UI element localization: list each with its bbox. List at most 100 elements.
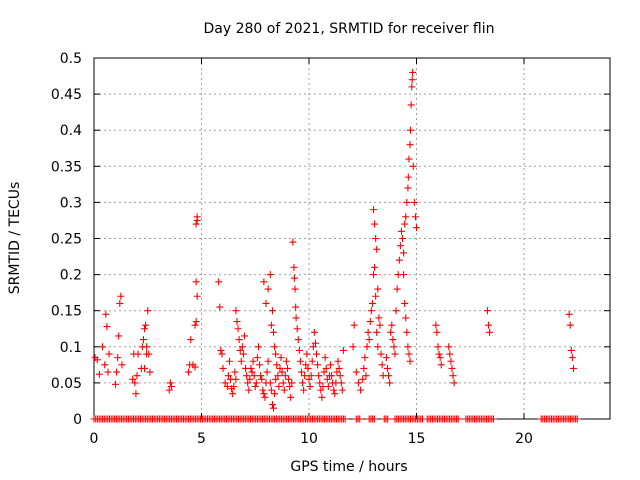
data-point xyxy=(268,307,276,315)
data-point xyxy=(259,386,267,394)
data-point xyxy=(485,321,493,329)
data-point xyxy=(382,354,390,362)
data-point xyxy=(366,318,374,326)
data-point xyxy=(117,292,125,300)
data-point xyxy=(93,356,101,364)
data-point xyxy=(454,415,462,423)
data-point xyxy=(264,357,272,365)
data-point xyxy=(299,379,307,387)
data-point xyxy=(569,364,577,372)
data-point xyxy=(270,404,278,412)
data-point xyxy=(377,350,385,358)
data-point xyxy=(217,346,225,354)
data-point xyxy=(132,390,140,398)
data-point xyxy=(373,245,381,253)
data-point xyxy=(373,328,381,336)
data-point xyxy=(308,357,316,365)
data-point xyxy=(309,343,317,351)
data-point xyxy=(104,368,112,376)
data-point xyxy=(112,380,119,388)
data-point xyxy=(247,364,255,372)
data-point xyxy=(341,415,349,423)
data-point xyxy=(391,350,399,358)
data-point xyxy=(432,321,440,329)
data-point xyxy=(95,370,103,378)
data-point xyxy=(406,357,414,365)
x-tick-label: 10 xyxy=(300,431,318,447)
data-point xyxy=(118,361,126,369)
data-point xyxy=(565,310,573,318)
x-axis: 0 5 10 15 20 xyxy=(90,58,533,447)
data-point xyxy=(392,307,400,315)
x-tick-label: 0 xyxy=(90,431,99,447)
data-point xyxy=(284,364,291,372)
data-point xyxy=(402,314,410,322)
data-point xyxy=(245,386,253,394)
data-point xyxy=(272,375,280,383)
data-point xyxy=(187,336,195,344)
data-point xyxy=(445,343,453,351)
data-point xyxy=(408,83,416,91)
data-point xyxy=(370,415,378,423)
data-point xyxy=(385,372,393,380)
data-point xyxy=(395,256,403,264)
data-point xyxy=(321,354,329,362)
data-point xyxy=(361,354,369,362)
data-point xyxy=(403,198,411,206)
x-tick-label: 5 xyxy=(197,431,206,447)
data-point xyxy=(191,363,199,371)
data-point xyxy=(305,375,313,383)
data-point xyxy=(339,346,347,354)
data-point xyxy=(248,368,256,376)
data-point xyxy=(267,386,275,394)
data-point xyxy=(362,372,370,380)
data-point xyxy=(317,386,325,394)
data-point xyxy=(310,328,318,336)
data-point xyxy=(406,141,414,149)
data-point xyxy=(223,383,231,391)
data-point xyxy=(116,299,124,307)
data-point xyxy=(400,271,408,279)
data-point xyxy=(293,325,301,333)
y-axis: 0 0.05 0.1 0.15 0.2 0.25 0.3 0.35 0.4 0.45 0.5 xyxy=(51,51,610,428)
data-point xyxy=(281,372,289,380)
data-point xyxy=(313,350,321,358)
data-point xyxy=(237,357,245,365)
data-point xyxy=(374,343,382,351)
data-point xyxy=(370,206,377,214)
data-point xyxy=(404,343,412,351)
data-point xyxy=(232,307,240,315)
data-point xyxy=(331,390,339,398)
data-point xyxy=(230,383,238,391)
data-point xyxy=(254,343,262,351)
data-point xyxy=(360,364,368,372)
data-points xyxy=(90,68,581,423)
data-point xyxy=(224,372,232,380)
data-point xyxy=(367,307,375,315)
data-point xyxy=(365,336,373,344)
data-point xyxy=(246,375,254,383)
data-point xyxy=(114,354,122,362)
data-point xyxy=(410,198,418,206)
data-point xyxy=(274,372,282,380)
data-point xyxy=(294,336,302,344)
data-point xyxy=(282,357,290,365)
data-point xyxy=(483,307,491,315)
data-point xyxy=(334,357,342,365)
data-point xyxy=(166,379,174,387)
data-point xyxy=(354,379,362,387)
data-point xyxy=(301,372,309,380)
data-point xyxy=(276,364,284,372)
data-point xyxy=(399,235,407,242)
data-point xyxy=(270,328,278,336)
x-tick-label: 15 xyxy=(408,431,426,447)
data-point xyxy=(372,235,380,242)
data-point xyxy=(316,379,324,387)
data-point xyxy=(357,386,365,394)
data-point xyxy=(243,372,251,380)
data-point xyxy=(389,336,397,344)
data-point xyxy=(375,314,383,322)
data-point xyxy=(273,361,281,369)
data-point xyxy=(260,390,268,398)
y-tick-label: 0.1 xyxy=(60,340,82,356)
